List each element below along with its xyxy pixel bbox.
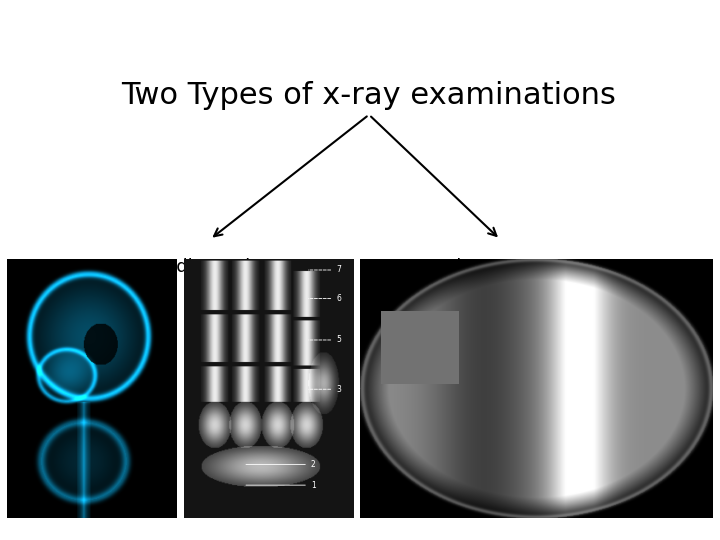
Text: 3: 3 — [309, 384, 341, 394]
Text: 5: 5 — [309, 335, 341, 345]
Text: Fluoroscopy: Fluoroscopy — [446, 258, 554, 276]
Text: 7: 7 — [309, 266, 341, 274]
Text: 2: 2 — [246, 460, 315, 469]
Text: Radiography: Radiography — [153, 258, 267, 276]
Text: 1: 1 — [246, 481, 315, 490]
Text: 6: 6 — [309, 294, 341, 303]
Text: Two Types of x-ray examinations: Two Types of x-ray examinations — [122, 82, 616, 111]
